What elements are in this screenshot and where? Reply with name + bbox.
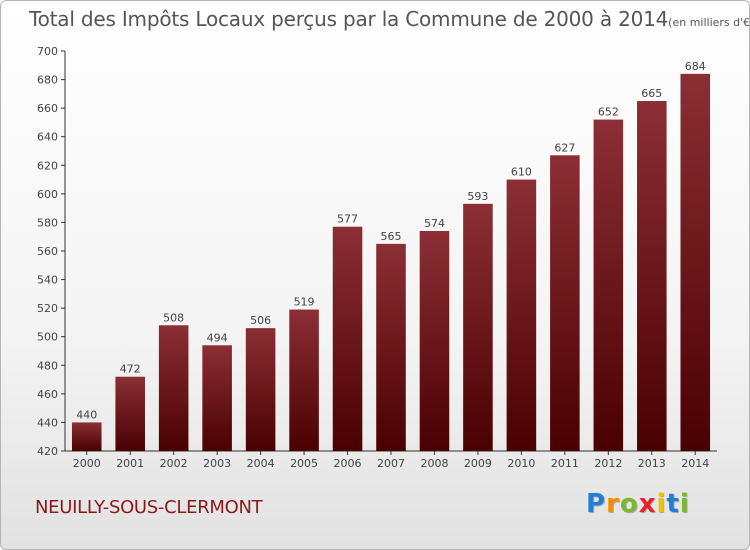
bar-2009 — [463, 203, 493, 451]
y-tick-label: 600 — [37, 188, 58, 201]
bar-2000 — [71, 422, 102, 451]
x-tick-label-2011: 2011 — [551, 457, 579, 470]
bar-2014 — [680, 73, 711, 451]
y-tick-label: 500 — [37, 331, 58, 344]
bar-2007 — [376, 243, 406, 451]
logo-letter: r — [606, 489, 620, 519]
y-tick-label: 420 — [37, 445, 58, 458]
bar-2011 — [550, 155, 580, 452]
x-tick-label-2012: 2012 — [594, 457, 622, 470]
data-label-2002: 508 — [163, 311, 184, 324]
x-tick-label-2000: 2000 — [73, 457, 101, 470]
data-label-2007: 565 — [381, 230, 402, 243]
x-tick-label-2003: 2003 — [203, 457, 231, 470]
data-label-2006: 577 — [337, 213, 358, 226]
y-tick-label: 700 — [37, 45, 58, 58]
x-tick-label-2005: 2005 — [290, 457, 318, 470]
bar-2005 — [289, 309, 319, 451]
y-tick-label: 640 — [37, 131, 58, 144]
data-label-2012: 652 — [598, 106, 619, 119]
bar-2003 — [202, 345, 232, 451]
data-label-2003: 494 — [207, 331, 228, 344]
data-label-2001: 472 — [120, 363, 141, 376]
logo-letter: P — [586, 489, 607, 519]
y-tick-label: 580 — [37, 216, 58, 229]
y-tick-label: 460 — [37, 388, 58, 401]
y-tick-label: 520 — [37, 302, 58, 315]
bar-2004 — [245, 328, 276, 451]
data-label-2014: 684 — [685, 60, 706, 73]
y-tick-label: 540 — [37, 274, 58, 287]
logo-letter: t — [666, 489, 680, 519]
y-tick-label: 560 — [37, 245, 58, 258]
x-tick-label-2008: 2008 — [420, 457, 448, 470]
logo-letter: i — [679, 489, 690, 519]
bar-2010 — [506, 179, 537, 452]
x-tick-label-2013: 2013 — [638, 457, 666, 470]
data-label-2008: 574 — [424, 217, 445, 230]
data-label-2004: 506 — [250, 314, 271, 327]
x-tick-label-2010: 2010 — [507, 457, 535, 470]
title-row: Total des Impôts Locaux perçus par la Co… — [29, 7, 750, 31]
bar-2006 — [332, 226, 363, 451]
bar-2012 — [593, 119, 624, 452]
y-tick-label: 480 — [37, 359, 58, 372]
y-tick-label: 620 — [37, 159, 58, 172]
logo-letter: o — [619, 489, 639, 519]
data-label-2010: 610 — [511, 166, 532, 179]
chart-title: Total des Impôts Locaux perçus par la Co… — [29, 7, 669, 31]
chart-subtitle: (en milliers d'€) — [668, 16, 750, 29]
y-axis: 420 440 460 480 500 520 540 560 580 600 620 640 660 6… — [37, 45, 66, 458]
bars: 440 472 508 494 506 519 577 565 574 593 610 627 652 6… — [71, 60, 711, 452]
data-label-2011: 627 — [554, 141, 575, 154]
bar-2013 — [637, 101, 667, 451]
x-tick-label-2006: 2006 — [334, 457, 362, 470]
data-label-2009: 593 — [467, 190, 488, 203]
data-label-2005: 519 — [294, 296, 315, 309]
x-axis: 2000 2001 2002 2003 2004 2005 2006 2007 2008 2009… — [65, 450, 717, 470]
x-tick-label-2009: 2009 — [464, 457, 492, 470]
y-tick-label: 680 — [37, 74, 58, 87]
x-tick-label-2002: 2002 — [160, 457, 188, 470]
commune-name: NEUILLY-SOUS-CLERMONT — [35, 497, 263, 518]
data-label-2013: 665 — [641, 87, 662, 100]
bar-2001 — [115, 376, 145, 451]
x-tick-label-2007: 2007 — [377, 457, 405, 470]
x-tick-label-2004: 2004 — [247, 457, 275, 470]
y-tick-label: 440 — [37, 416, 58, 429]
data-label-2000: 440 — [76, 408, 97, 421]
x-tick-label-2014: 2014 — [681, 457, 709, 470]
logo-letter: i — [656, 489, 667, 519]
x-tick-label-2001: 2001 — [116, 457, 144, 470]
logo-letter: x — [638, 489, 657, 519]
bar-2008 — [419, 231, 450, 451]
proxiti-logo[interactable]: Proxiti — [586, 489, 690, 519]
bar-2002 — [158, 325, 189, 451]
y-tick-label: 660 — [37, 102, 58, 115]
